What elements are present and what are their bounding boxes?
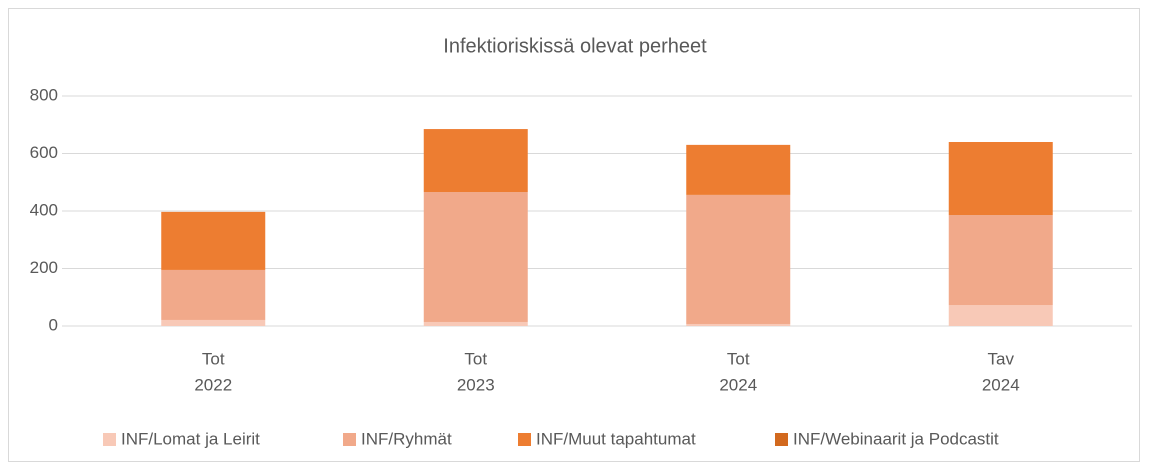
bar-segment — [423, 129, 528, 193]
bar-segment — [161, 269, 266, 320]
x-tick-label: 2023 — [457, 375, 495, 394]
y-tick-label: 800 — [30, 85, 58, 104]
bar-segment — [423, 321, 528, 326]
legend-label: INF/Ryhmät — [361, 429, 452, 448]
x-tick-label: Tot — [464, 349, 487, 368]
chart-title: Infektioriskissä olevat perheet — [443, 35, 707, 57]
y-tick-label: 0 — [49, 315, 58, 334]
bar-segment — [161, 211, 266, 270]
bar-segment — [948, 305, 1053, 326]
bar-segment — [686, 194, 791, 324]
bar-segment — [686, 144, 791, 195]
legend-label: INF/Lomat ja Leirit — [121, 429, 260, 448]
x-tick-label: Tot — [727, 349, 750, 368]
bar-segment — [161, 319, 266, 326]
legend-swatch — [103, 433, 116, 446]
y-tick-label: 400 — [30, 200, 58, 219]
legend-swatch — [518, 433, 531, 446]
bar-segment — [948, 142, 1053, 216]
x-tick-label: Tav — [988, 349, 1015, 368]
bar-segment — [686, 323, 791, 326]
x-tick-label: 2024 — [719, 375, 757, 394]
x-tick-label: Tot — [202, 349, 225, 368]
y-tick-label: 600 — [30, 143, 58, 162]
legend-label: INF/Muut tapahtumat — [536, 429, 696, 448]
x-tick-label: 2024 — [982, 375, 1020, 394]
bar-segment — [948, 215, 1053, 306]
bar-segment — [423, 192, 528, 322]
y-tick-label: 200 — [30, 258, 58, 277]
legend-label: INF/Webinaarit ja Podcastit — [793, 429, 999, 448]
legend-swatch — [343, 433, 356, 446]
x-tick-label: 2022 — [194, 375, 232, 394]
legend-swatch — [775, 433, 788, 446]
